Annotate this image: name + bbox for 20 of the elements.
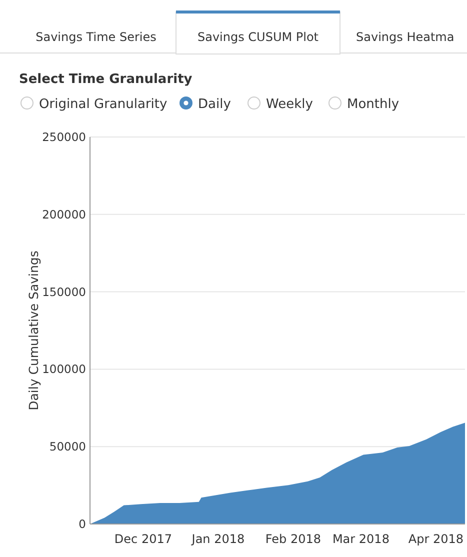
- y-tick-label: 100000: [42, 362, 86, 376]
- x-tick-label: Apr 2018: [408, 532, 464, 546]
- text: Monthly: [347, 97, 400, 112]
- y-tick-label: 150000: [42, 284, 86, 299]
- text: Savings CUSUM Plot: [197, 30, 319, 44]
- y-tick-label: 200000: [42, 207, 86, 222]
- text: Weekly: [266, 97, 314, 112]
- x-tick-label: Jan 2018: [190, 532, 245, 546]
- text: Daily: [198, 97, 232, 112]
- x-tick-label: Dec 2017: [114, 532, 172, 546]
- y-tick-label: 250000: [42, 130, 86, 144]
- y-tick-label: 0: [78, 517, 86, 531]
- text: Savings Heatma: [356, 30, 454, 44]
- text: Original Granularity: [39, 97, 168, 112]
- x-tick-label: Feb 2018: [265, 532, 322, 546]
- y-axis-title: Daily Cumulative Savings: [26, 250, 41, 410]
- chart-title: Select Time Granularity: [19, 72, 193, 87]
- text: Savings Time Series: [36, 30, 156, 44]
- x-tick-label: Mar 2018: [332, 532, 390, 546]
- y-tick-label: 50000: [49, 440, 86, 454]
